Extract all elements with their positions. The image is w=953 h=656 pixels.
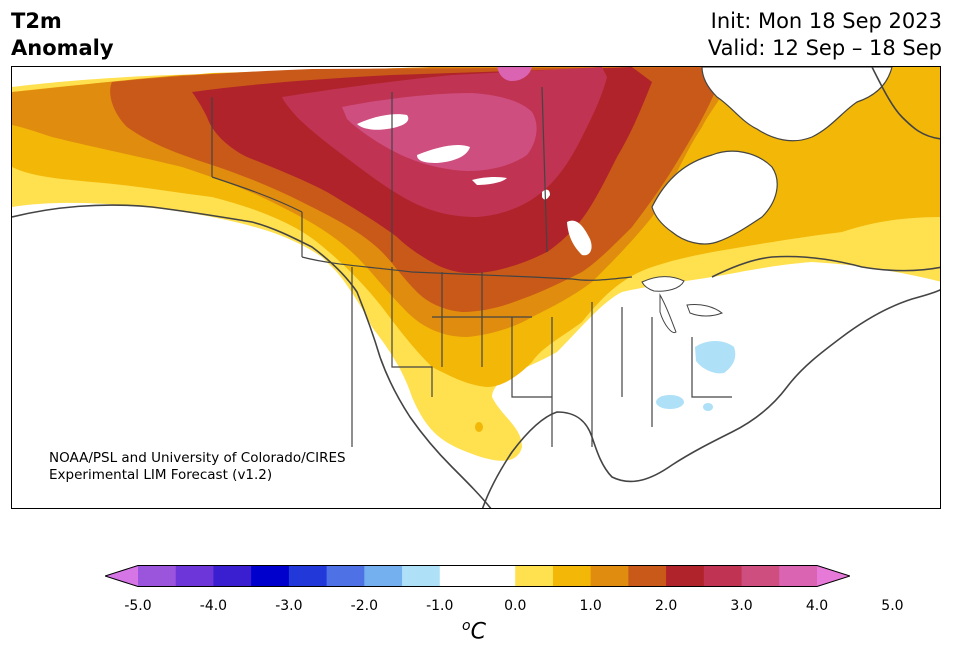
gulf-of-mexico — [532, 439, 712, 508]
colorbar-segment — [439, 565, 478, 587]
anomaly-band-4-5 — [497, 67, 532, 81]
credit-line-2: Experimental LIM Forecast (v1.2) — [49, 467, 273, 483]
colorbar-segment — [703, 565, 743, 587]
colorbar-segment — [628, 565, 667, 587]
colorbar-segment — [741, 565, 780, 587]
valid-period: Valid: 12 Sep – 18 Sep — [707, 36, 942, 60]
anomaly-spot-mexico — [475, 422, 483, 432]
great-lakes — [641, 276, 724, 334]
degree-symbol: o — [462, 618, 471, 634]
colorbar-segment — [326, 565, 365, 587]
colorbar-segment — [402, 565, 441, 587]
colorbar-tick-label: 0.0 — [504, 598, 527, 614]
anomaly-cool-southeast — [656, 395, 684, 409]
colorbar-segment — [515, 565, 554, 587]
anomaly-map — [11, 66, 941, 509]
colorbar-segment — [590, 565, 629, 587]
forecast-dates: Init: Mon 18 Sep 2023 Valid: 12 Sep – 18… — [708, 8, 942, 62]
colorbar-tick-label: -2.0 — [350, 598, 378, 614]
colorbar-segment — [477, 565, 516, 587]
map-title: T2m Anomaly — [11, 8, 114, 62]
unit-label: C — [470, 619, 486, 645]
colorbar-tick-label: 1.0 — [579, 598, 602, 614]
hudson-bay — [651, 150, 778, 245]
title-line-2: Anomaly — [11, 36, 114, 60]
anomaly-cool-spot — [703, 403, 713, 411]
colorbar-tick-label: -5.0 — [124, 598, 152, 614]
colorbar-segment — [213, 565, 252, 587]
credit-text: NOAA/PSL and University of Colorado/CIRE… — [49, 450, 346, 484]
colorbar-segment — [251, 565, 290, 587]
credit-line-1: NOAA/PSL and University of Colorado/CIRE… — [49, 450, 346, 466]
colorbar-segment — [779, 565, 818, 587]
colorbar-tick-label: 4.0 — [805, 598, 829, 614]
colorbar-arrow-high — [817, 565, 850, 587]
colorbar-arrow-low — [105, 565, 138, 587]
arctic-lakes — [357, 114, 592, 256]
colorbar-segment — [175, 565, 214, 587]
colorbar-tick-label: 2.0 — [654, 598, 678, 614]
ocean-north — [701, 67, 893, 142]
colorbar-unit: oC — [462, 618, 486, 644]
colorbar-segment — [138, 565, 177, 587]
coastlines — [12, 67, 940, 508]
anomaly-band-4 — [342, 93, 537, 171]
pacific-ocean — [12, 212, 457, 508]
colorbar-segment — [364, 565, 403, 587]
colorbar-tick-label: 5.0 — [881, 598, 904, 614]
anomaly-cool-appalachia — [695, 341, 736, 374]
colorbar-tick-label: 3.0 — [730, 598, 753, 614]
colorbar — [105, 565, 850, 587]
colorbar-segment — [666, 565, 705, 587]
init-date: Init: Mon 18 Sep 2023 — [710, 9, 942, 33]
colorbar-tick-label: -3.0 — [275, 598, 303, 614]
colorbar-tick-label: -1.0 — [426, 598, 454, 614]
colorbar-segment — [288, 565, 328, 587]
map-svg — [12, 67, 940, 508]
colorbar-tick-label: -4.0 — [199, 598, 228, 614]
colorbar-segment — [552, 565, 592, 587]
political-boundaries — [211, 86, 732, 447]
colorbar-ticks: -5.0 -4.0 -3.0 -2.0 -1.0 0.0 1.0 2.0 3.0 4.0 5.0 — [0, 598, 953, 618]
colorbar-outline — [105, 565, 850, 587]
title-line-1: T2m — [11, 9, 62, 33]
